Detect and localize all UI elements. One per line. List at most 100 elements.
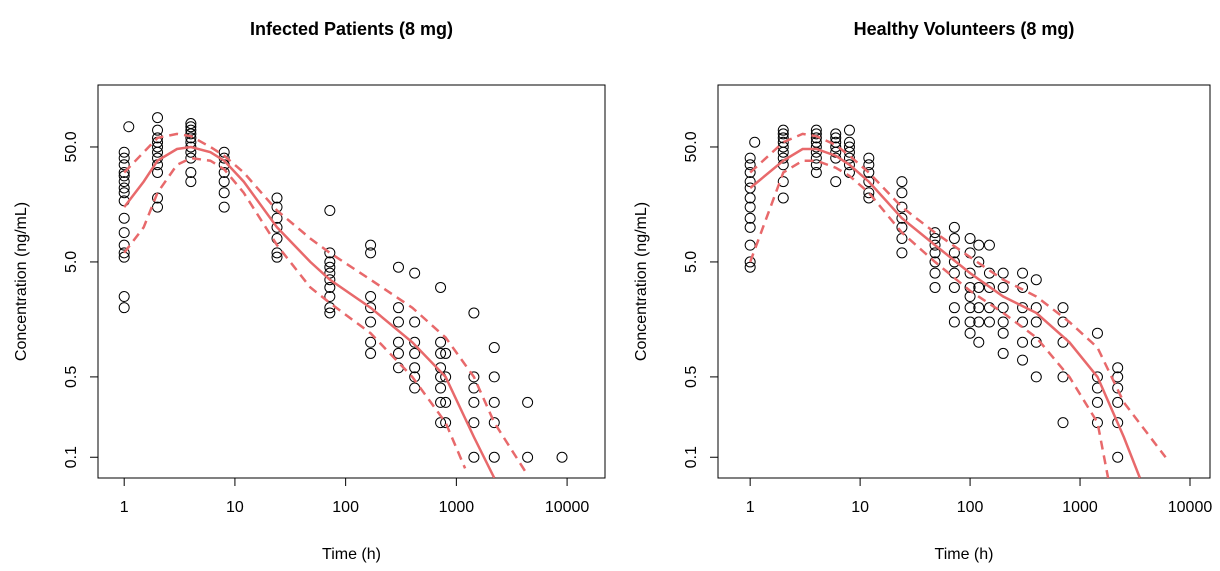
data-point [810,128,822,140]
data-point [744,221,756,233]
data-point [863,187,875,199]
data-point [777,176,789,188]
data-point [324,291,336,303]
data-point [997,327,1009,339]
data-point [365,336,377,348]
data-point [964,316,976,328]
data-point [896,176,908,188]
data-point [929,247,941,259]
data-point [896,187,908,199]
data-point [896,212,908,224]
data-point [830,146,842,158]
data-point [744,261,756,273]
y-axis-label: Concentration (ng/mL) [13,202,30,361]
data-point [973,239,985,251]
data-point [896,232,908,244]
data-point [392,316,404,328]
data-point [556,451,568,463]
data-point [929,232,941,244]
data-point [365,239,377,251]
data-point [810,146,822,158]
data-point [324,307,336,319]
data-point [468,307,480,319]
data-point [271,192,283,204]
data-point [863,152,875,164]
chart-title: Infected Patients (8 mg) [250,19,453,39]
data-point [435,281,447,293]
data-point [152,201,164,213]
x-tick-label: 1000 [1062,499,1098,516]
data-point [435,336,447,348]
x-tick-label: 100 [957,499,984,516]
data-point [440,347,452,359]
data-point [488,417,500,429]
data-point [218,166,230,178]
data-point [185,128,197,140]
data-point [392,302,404,314]
y-tick-label: 0.5 [63,366,80,388]
data-point [324,256,336,268]
data-point [392,261,404,273]
x-tick-label: 1000 [439,499,475,516]
data-point [1030,274,1042,286]
plot-frame [717,84,1211,479]
data-point [440,396,452,408]
data-point [863,176,875,188]
y-tick-label: 5.0 [683,251,700,273]
data-point [1017,354,1029,366]
data-point [324,281,336,293]
data-point [118,166,130,178]
data-point [777,192,789,204]
data-point [843,124,855,136]
data-point [185,166,197,178]
data-point [997,302,1009,314]
data-point [830,141,842,153]
data-point [152,192,164,204]
data-point [830,132,842,144]
panel: Healthy Volunteers (8 mg) Time (h) Concent… [633,19,1212,563]
data-point [522,451,534,463]
data-point [118,291,130,303]
data-point [409,347,421,359]
data-point [830,176,842,188]
interval-line [749,132,1167,459]
x-tick-label: 10000 [1168,499,1213,516]
data-point [777,146,789,158]
data-point [152,112,164,124]
data-point [118,212,130,224]
data-point [810,152,822,164]
data-point [522,396,534,408]
data-point [983,239,995,251]
data-point [948,281,960,293]
data-point [973,316,985,328]
data-point [185,132,197,144]
y-tick-label: 0.1 [63,446,80,468]
data-point [218,176,230,188]
data-point [810,132,822,144]
data-point [324,261,336,273]
x-tick-label: 100 [332,499,359,516]
data-point [1017,267,1029,279]
data-point [863,166,875,178]
data-point [744,152,756,164]
data-point [1030,371,1042,383]
data-point [744,256,756,268]
data-point [1091,327,1103,339]
data-point [118,146,130,158]
data-point [810,166,822,178]
data-point [118,159,130,171]
data-point [948,267,960,279]
data-point [744,192,756,204]
data-point [1017,336,1029,348]
data-point [118,187,130,199]
data-point [929,267,941,279]
interval-line [749,159,1110,478]
data-point [983,302,995,314]
chart-title: Healthy Volunteers (8 mg) [854,19,1075,39]
data-point [973,281,985,293]
data-point [997,347,1009,359]
data-point [973,256,985,268]
data-point [488,342,500,354]
data-point [929,239,941,251]
